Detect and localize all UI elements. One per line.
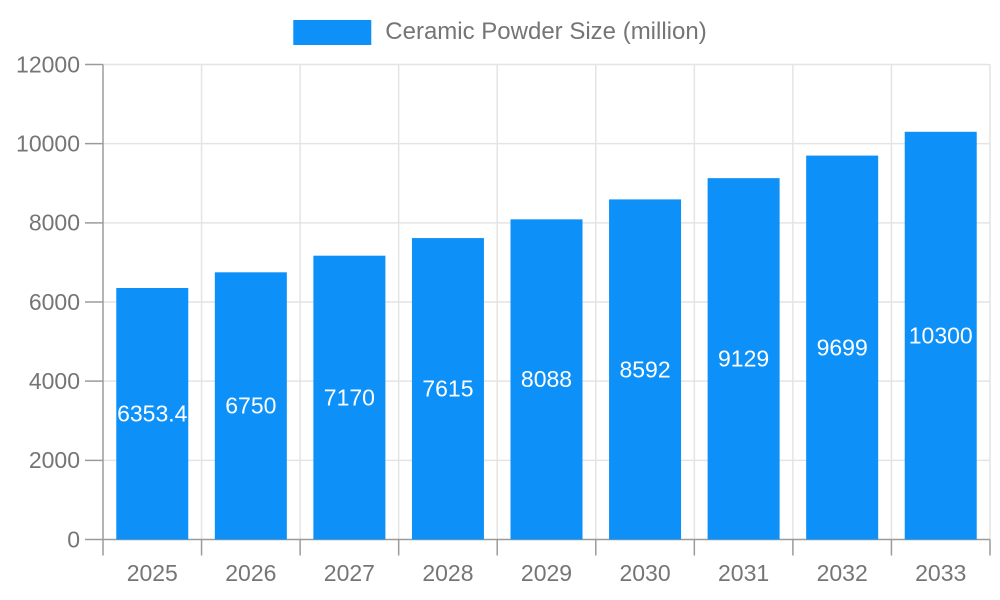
bar-value-label: 9129 [718,346,769,372]
bar[interactable] [116,288,189,540]
x-tick-label: 2030 [619,560,670,586]
bar-value-label: 8088 [521,366,572,392]
x-tick-label: 2029 [521,560,572,586]
bar[interactable] [214,272,287,540]
bar[interactable] [609,199,682,540]
y-tick-label: 10000 [16,130,80,156]
y-tick-label: 12000 [16,51,80,77]
x-tick-label: 2032 [817,560,868,586]
bar-value-label: 7615 [422,376,473,402]
y-tick-label: 0 [67,526,80,552]
bar-value-label: 7170 [324,384,375,410]
chart-legend[interactable]: Ceramic Powder Size (million) [293,18,707,45]
y-tick-label: 4000 [29,368,80,394]
y-tick-label: 8000 [29,210,80,236]
bar-value-label: 10300 [909,322,973,348]
bar[interactable] [510,219,583,540]
legend-swatch-icon [293,19,372,45]
x-tick-label: 2025 [127,560,178,586]
bar-value-label: 8592 [619,356,670,382]
bar[interactable] [411,238,484,540]
x-tick-label: 2031 [718,560,769,586]
x-tick-label: 2033 [915,560,966,586]
x-tick-label: 2026 [225,560,276,586]
bar-value-label: 6750 [225,393,276,419]
y-tick-label: 2000 [29,447,80,473]
bar[interactable] [707,178,780,540]
bar-value-label: 9699 [817,334,868,360]
legend-label: Ceramic Powder Size (million) [385,18,707,45]
x-tick-label: 2027 [324,560,375,586]
bar[interactable] [806,155,879,540]
x-tick-label: 2028 [422,560,473,586]
bar[interactable] [904,131,977,540]
bar-value-label: 6353.4 [117,401,188,427]
bar[interactable] [313,255,386,540]
y-tick-label: 6000 [29,289,80,315]
